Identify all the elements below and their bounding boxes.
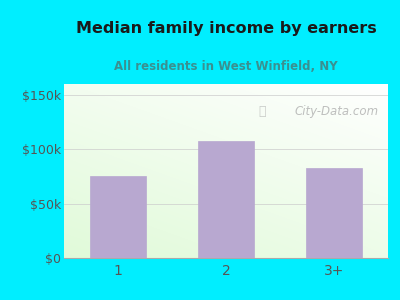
Bar	[90, 176, 146, 258]
Text: Median family income by earners: Median family income by earners	[76, 21, 376, 36]
Text: All residents in West Winfield, NY: All residents in West Winfield, NY	[114, 60, 338, 73]
Bar	[198, 140, 254, 258]
Text: City-Data.com: City-Data.com	[294, 105, 378, 118]
Bar	[306, 168, 362, 258]
Text: Ⓜ: Ⓜ	[258, 105, 266, 118]
